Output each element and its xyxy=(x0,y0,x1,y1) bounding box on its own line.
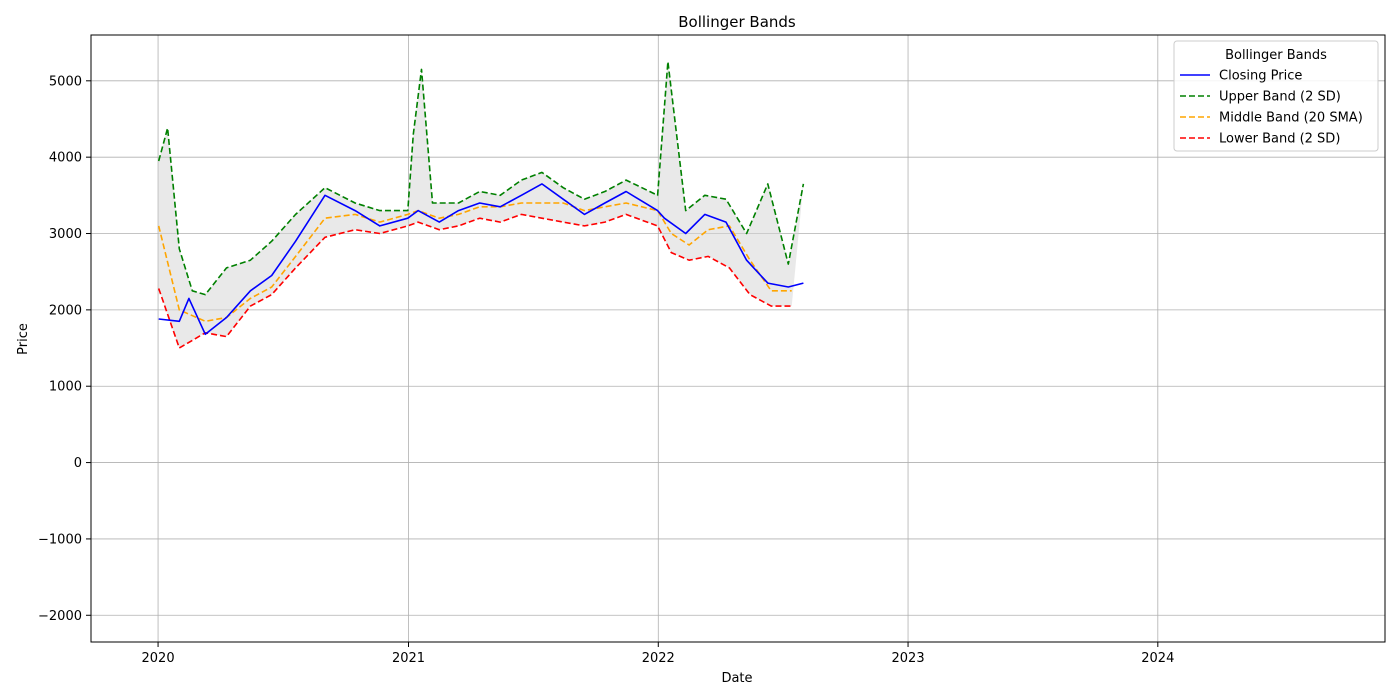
legend-entry: Middle Band (20 SMA) xyxy=(1219,111,1363,126)
y-tick-label: −2000 xyxy=(38,609,82,624)
legend: Bollinger Bands Closing Price Upper Band (… xyxy=(1173,40,1379,152)
legend-entry: Upper Band (2 SD) xyxy=(1219,90,1341,105)
x-tick-label: 2024 xyxy=(1141,651,1174,666)
x-tick-label: 2020 xyxy=(142,651,175,666)
y-tick-label: 0 xyxy=(74,456,82,471)
y-tick-label: 3000 xyxy=(49,227,82,242)
y-tick-label: 4000 xyxy=(49,151,82,166)
series-line-lower-band-2-sd xyxy=(157,213,792,349)
series-line-upper-band-2-sd xyxy=(157,60,805,296)
legend-box xyxy=(1173,40,1379,152)
legend-title: Bollinger Bands xyxy=(1225,48,1327,63)
x-axis-title: Date xyxy=(721,671,752,686)
x-tick-label: 2023 xyxy=(892,651,925,666)
legend-entry: Lower Band (2 SD) xyxy=(1219,132,1340,147)
x-tick-label: 2022 xyxy=(642,651,675,666)
chart-title: Bollinger Bands xyxy=(678,13,796,31)
y-axis-title: Price xyxy=(16,323,31,355)
x-tick-label: 2021 xyxy=(392,651,425,666)
band-fill xyxy=(158,61,804,348)
y-tick-label: 5000 xyxy=(49,74,82,89)
legend-entry: Closing Price xyxy=(1219,69,1302,84)
y-tick-label: 2000 xyxy=(49,303,82,318)
y-tick-label: 1000 xyxy=(49,380,82,395)
plot-area: 2020 2021 2022 2023 2024 −2000 −1000 0 1000 2000 3… xyxy=(38,34,1386,666)
series-line-closing-price xyxy=(158,183,804,336)
y-tick-label: −1000 xyxy=(38,532,82,547)
axes-frame xyxy=(90,34,1386,643)
